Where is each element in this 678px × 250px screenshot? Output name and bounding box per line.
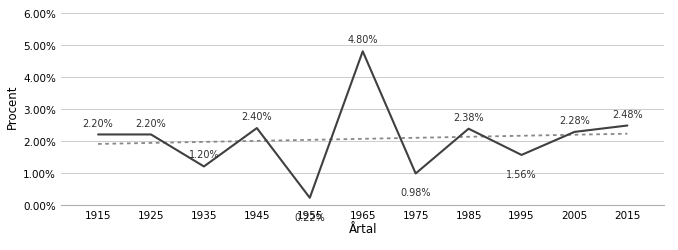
Y-axis label: Procent: Procent (6, 84, 19, 128)
X-axis label: Årtal: Årtal (348, 222, 377, 235)
Text: 1.20%: 1.20% (188, 150, 219, 160)
Text: 2.40%: 2.40% (241, 112, 272, 122)
Text: 2.20%: 2.20% (136, 118, 166, 128)
Text: 0.22%: 0.22% (294, 212, 325, 222)
Text: 2.28%: 2.28% (559, 116, 590, 126)
Text: 0.98%: 0.98% (401, 188, 431, 198)
Text: 2.38%: 2.38% (454, 112, 484, 122)
Text: 2.48%: 2.48% (612, 109, 643, 119)
Text: 1.56%: 1.56% (506, 169, 537, 179)
Text: 4.80%: 4.80% (348, 35, 378, 45)
Text: 2.20%: 2.20% (83, 118, 113, 128)
